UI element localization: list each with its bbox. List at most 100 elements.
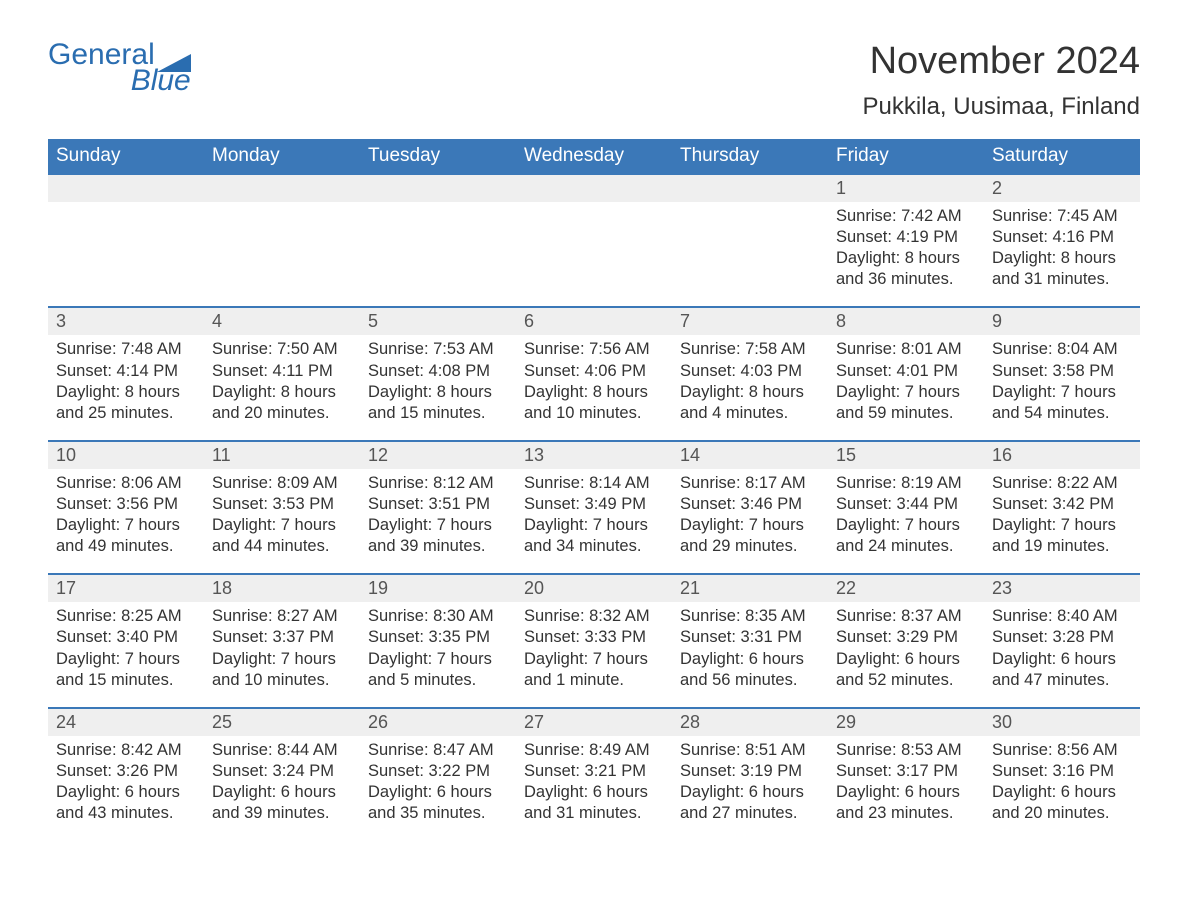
day-number-cell [672, 174, 828, 202]
sunset-text: Sunset: 3:28 PM [992, 627, 1132, 648]
sunrise-text: Sunrise: 8:12 AM [368, 473, 508, 494]
sunrise-text: Sunrise: 8:27 AM [212, 606, 352, 627]
daylight-text-2: and 35 minutes. [368, 803, 508, 824]
day-header: Monday [204, 139, 360, 174]
day-number-cell: 12 [360, 441, 516, 469]
day-info-cell: Sunrise: 7:42 AMSunset: 4:19 PMDaylight:… [828, 202, 984, 307]
daylight-text-1: Daylight: 8 hours [56, 382, 196, 403]
day-info-cell: Sunrise: 8:27 AMSunset: 3:37 PMDaylight:… [204, 602, 360, 707]
sunrise-text: Sunrise: 7:48 AM [56, 339, 196, 360]
sunrise-text: Sunrise: 8:42 AM [56, 740, 196, 761]
daylight-text-1: Daylight: 7 hours [368, 515, 508, 536]
daylight-text-2: and 49 minutes. [56, 536, 196, 557]
daylight-text-1: Daylight: 8 hours [836, 248, 976, 269]
info-row: Sunrise: 7:48 AMSunset: 4:14 PMDaylight:… [48, 335, 1140, 440]
sunset-text: Sunset: 3:29 PM [836, 627, 976, 648]
day-number-cell [360, 174, 516, 202]
daylight-text-1: Daylight: 8 hours [524, 382, 664, 403]
daylight-text-1: Daylight: 6 hours [680, 782, 820, 803]
sunrise-text: Sunrise: 8:32 AM [524, 606, 664, 627]
day-info-cell: Sunrise: 7:48 AMSunset: 4:14 PMDaylight:… [48, 335, 204, 440]
day-info-cell: Sunrise: 7:58 AMSunset: 4:03 PMDaylight:… [672, 335, 828, 440]
sunset-text: Sunset: 3:35 PM [368, 627, 508, 648]
day-number-cell: 26 [360, 708, 516, 736]
day-info-cell: Sunrise: 8:09 AMSunset: 3:53 PMDaylight:… [204, 469, 360, 574]
sunrise-text: Sunrise: 8:56 AM [992, 740, 1132, 761]
day-number-cell: 27 [516, 708, 672, 736]
daynum-row: 3456789 [48, 307, 1140, 335]
daylight-text-1: Daylight: 7 hours [680, 515, 820, 536]
title-block: November 2024 Pukkila, Uusimaa, Finland [863, 40, 1140, 121]
day-number-cell: 21 [672, 574, 828, 602]
daylight-text-2: and 29 minutes. [680, 536, 820, 557]
day-info-cell: Sunrise: 8:35 AMSunset: 3:31 PMDaylight:… [672, 602, 828, 707]
day-number-cell: 11 [204, 441, 360, 469]
day-number-cell: 9 [984, 307, 1140, 335]
sunset-text: Sunset: 3:17 PM [836, 761, 976, 782]
daylight-text-2: and 52 minutes. [836, 670, 976, 691]
daylight-text-2: and 39 minutes. [368, 536, 508, 557]
sunset-text: Sunset: 3:31 PM [680, 627, 820, 648]
daylight-text-2: and 31 minutes. [992, 269, 1132, 290]
day-info-cell: Sunrise: 8:12 AMSunset: 3:51 PMDaylight:… [360, 469, 516, 574]
sunrise-text: Sunrise: 7:42 AM [836, 206, 976, 227]
day-header: Thursday [672, 139, 828, 174]
daylight-text-2: and 31 minutes. [524, 803, 664, 824]
sunset-text: Sunset: 4:16 PM [992, 227, 1132, 248]
day-number-cell: 5 [360, 307, 516, 335]
daylight-text-2: and 15 minutes. [368, 403, 508, 424]
daylight-text-2: and 5 minutes. [368, 670, 508, 691]
day-info-cell: Sunrise: 8:06 AMSunset: 3:56 PMDaylight:… [48, 469, 204, 574]
day-info-cell: Sunrise: 8:19 AMSunset: 3:44 PMDaylight:… [828, 469, 984, 574]
daylight-text-2: and 39 minutes. [212, 803, 352, 824]
day-info-cell: Sunrise: 7:50 AMSunset: 4:11 PMDaylight:… [204, 335, 360, 440]
sunset-text: Sunset: 3:21 PM [524, 761, 664, 782]
day-info-cell: Sunrise: 8:37 AMSunset: 3:29 PMDaylight:… [828, 602, 984, 707]
day-info-cell: Sunrise: 8:53 AMSunset: 3:17 PMDaylight:… [828, 736, 984, 840]
day-number-cell: 13 [516, 441, 672, 469]
day-number-cell: 24 [48, 708, 204, 736]
day-number-cell: 2 [984, 174, 1140, 202]
day-info-cell: Sunrise: 7:53 AMSunset: 4:08 PMDaylight:… [360, 335, 516, 440]
sunset-text: Sunset: 3:40 PM [56, 627, 196, 648]
sunset-text: Sunset: 3:19 PM [680, 761, 820, 782]
day-number-cell: 17 [48, 574, 204, 602]
day-info-cell: Sunrise: 8:42 AMSunset: 3:26 PMDaylight:… [48, 736, 204, 840]
daylight-text-1: Daylight: 7 hours [212, 515, 352, 536]
sunrise-text: Sunrise: 8:51 AM [680, 740, 820, 761]
sunset-text: Sunset: 3:49 PM [524, 494, 664, 515]
daylight-text-1: Daylight: 7 hours [212, 649, 352, 670]
day-number-cell: 29 [828, 708, 984, 736]
sunset-text: Sunset: 3:22 PM [368, 761, 508, 782]
sunrise-text: Sunrise: 8:37 AM [836, 606, 976, 627]
sunset-text: Sunset: 3:56 PM [56, 494, 196, 515]
day-info-cell: Sunrise: 7:45 AMSunset: 4:16 PMDaylight:… [984, 202, 1140, 307]
sunrise-text: Sunrise: 8:09 AM [212, 473, 352, 494]
logo-text-blue: Blue [131, 66, 191, 96]
daylight-text-2: and 44 minutes. [212, 536, 352, 557]
day-number-cell [516, 174, 672, 202]
sunrise-text: Sunrise: 8:04 AM [992, 339, 1132, 360]
sunset-text: Sunset: 4:14 PM [56, 361, 196, 382]
calendar-table: Sunday Monday Tuesday Wednesday Thursday… [48, 139, 1140, 840]
sunset-text: Sunset: 3:33 PM [524, 627, 664, 648]
daylight-text-1: Daylight: 7 hours [368, 649, 508, 670]
daynum-row: 24252627282930 [48, 708, 1140, 736]
day-number-cell: 25 [204, 708, 360, 736]
info-row: Sunrise: 8:25 AMSunset: 3:40 PMDaylight:… [48, 602, 1140, 707]
daylight-text-2: and 20 minutes. [212, 403, 352, 424]
location: Pukkila, Uusimaa, Finland [863, 93, 1140, 121]
daylight-text-2: and 1 minute. [524, 670, 664, 691]
day-info-cell: Sunrise: 7:56 AMSunset: 4:06 PMDaylight:… [516, 335, 672, 440]
day-info-cell: Sunrise: 8:17 AMSunset: 3:46 PMDaylight:… [672, 469, 828, 574]
info-row: Sunrise: 8:42 AMSunset: 3:26 PMDaylight:… [48, 736, 1140, 840]
daylight-text-1: Daylight: 6 hours [212, 782, 352, 803]
day-info-cell: Sunrise: 8:44 AMSunset: 3:24 PMDaylight:… [204, 736, 360, 840]
sunrise-text: Sunrise: 8:22 AM [992, 473, 1132, 494]
sunset-text: Sunset: 3:16 PM [992, 761, 1132, 782]
daylight-text-2: and 43 minutes. [56, 803, 196, 824]
day-header: Wednesday [516, 139, 672, 174]
daynum-row: 17181920212223 [48, 574, 1140, 602]
month-title: November 2024 [863, 40, 1140, 83]
daylight-text-1: Daylight: 7 hours [56, 515, 196, 536]
